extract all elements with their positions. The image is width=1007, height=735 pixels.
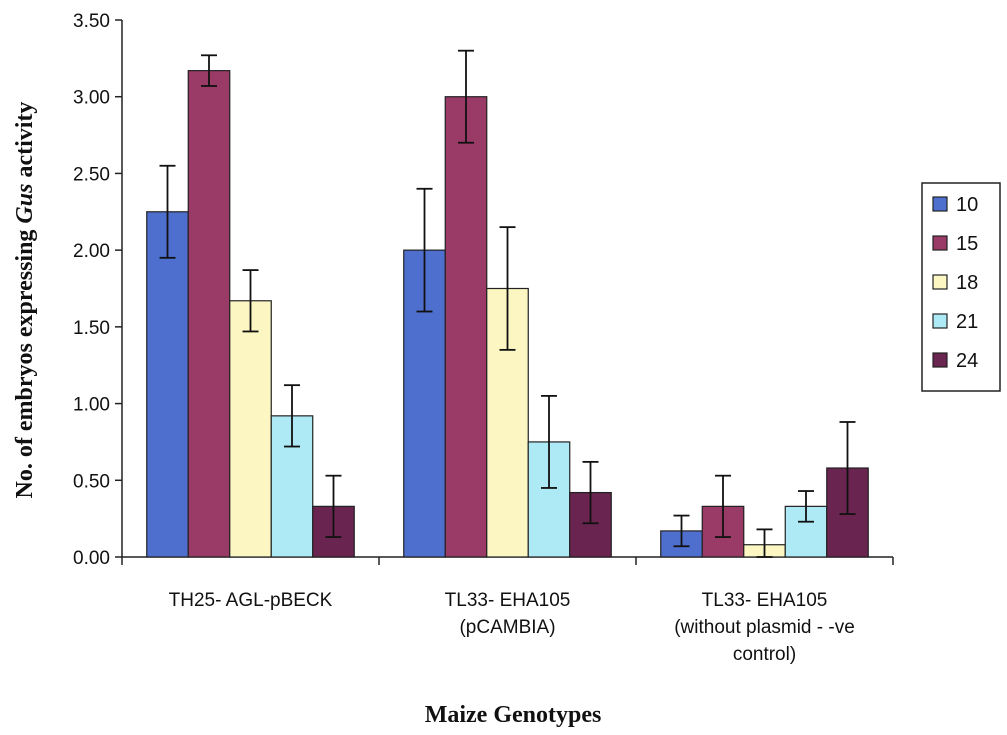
- legend-label: 18: [956, 272, 978, 294]
- y-tick-label: 3.50: [73, 11, 110, 32]
- legend-label: 10: [956, 194, 978, 216]
- bar: [187, 70, 231, 558]
- x-tick-label: (without plasmid - -ve: [674, 617, 855, 638]
- legend-swatch: [932, 313, 948, 329]
- y-tick-label: 0.00: [73, 548, 110, 569]
- bar: [146, 211, 189, 558]
- legend-swatch: [932, 352, 948, 368]
- y-tick-label: 2.00: [73, 241, 110, 262]
- y-tick-label: 1.50: [73, 318, 110, 339]
- y-axis-label-part-1: No. of embryos expressing: [12, 224, 38, 499]
- y-axis-label-part-3: activity: [12, 102, 38, 184]
- x-tick-label: (pCAMBIA): [459, 617, 555, 638]
- y-axis-label-part-2: Gus: [12, 184, 38, 224]
- plot-area: 0.00 0.50 1.00 1.50 2.00 2.50 3.00 3.50 TH25- AG…: [73, 11, 894, 665]
- bar: [444, 96, 488, 558]
- legend: 10 15 18 21 24: [921, 182, 1001, 392]
- legend-swatch: [932, 235, 948, 251]
- y-axis-label: No. of embryos expressing Gus activity: [12, 102, 38, 499]
- x-tick-label: TL33- EHA105: [445, 590, 571, 611]
- y-tick-label: 2.50: [73, 164, 110, 185]
- y-tick-label: 1.00: [73, 395, 110, 416]
- legend-label: 21: [956, 311, 978, 333]
- y-tick-label: 0.50: [73, 471, 110, 492]
- legend-label: 24: [956, 350, 978, 372]
- legend-swatch: [932, 274, 948, 290]
- y-tick-label: 3.00: [73, 88, 110, 109]
- legend-swatch: [932, 196, 948, 212]
- bar: [229, 300, 272, 558]
- x-tick-label: TL33- EHA105: [702, 590, 828, 611]
- legend-label: 15: [956, 233, 978, 255]
- x-tick-label: TH25- AGL-pBECK: [169, 590, 333, 611]
- x-tick-label: control): [733, 644, 796, 665]
- x-axis-label: Maize Genotypes: [425, 702, 602, 728]
